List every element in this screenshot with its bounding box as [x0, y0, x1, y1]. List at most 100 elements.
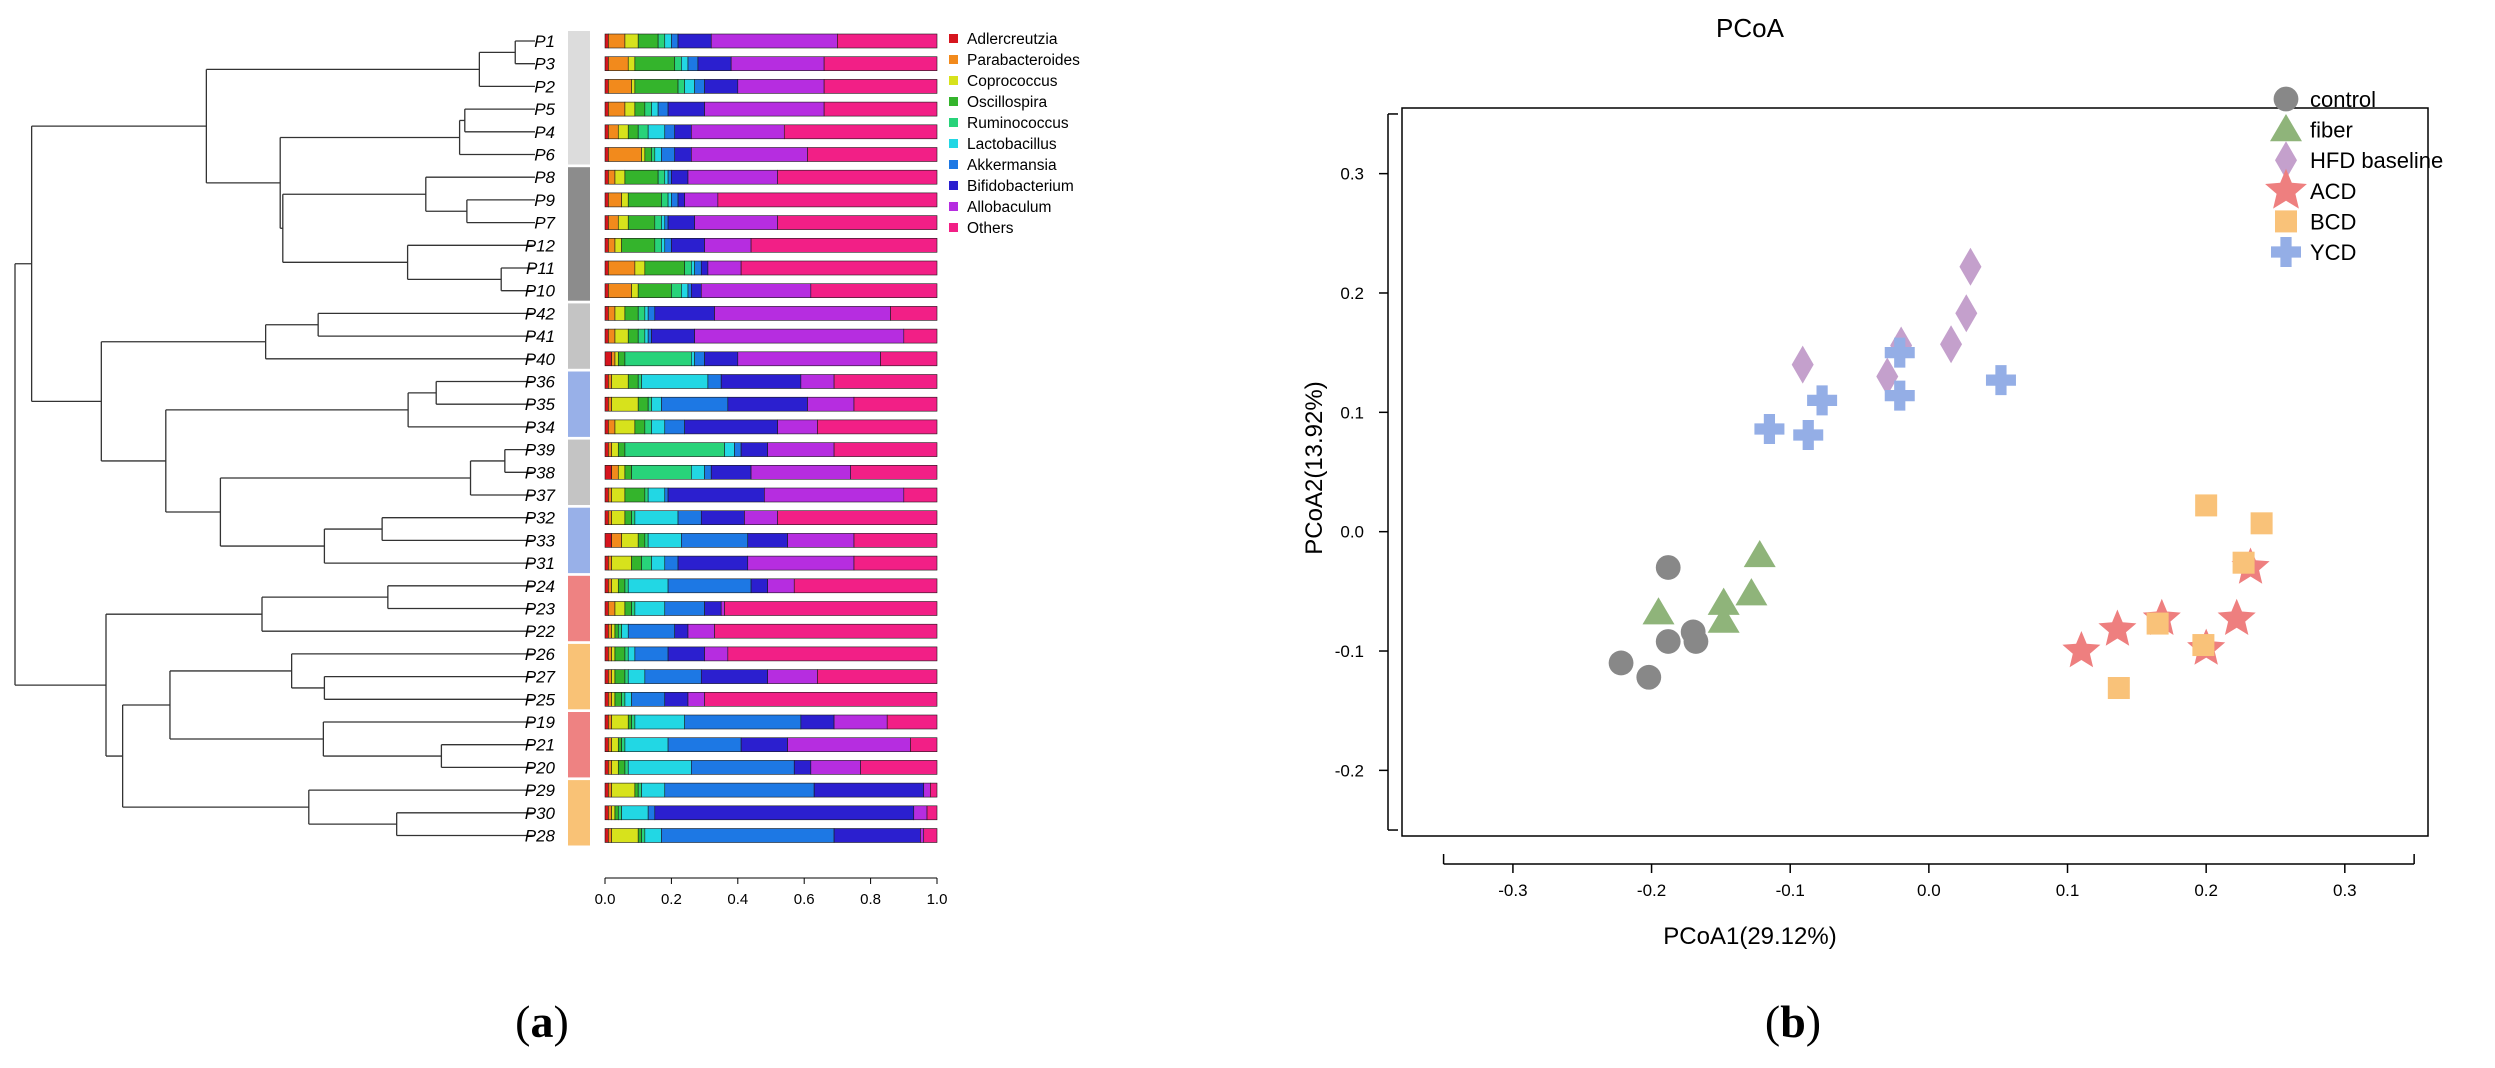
x-axis-tick-label: 0.3: [2333, 881, 2357, 900]
sample-label-p6: P6: [534, 146, 555, 165]
bar-segment-p11-lactobacillus: [691, 260, 695, 276]
bar-segment-p26-oscillospira: [614, 646, 626, 662]
panel-label-a: (a): [515, 996, 569, 1047]
bar-segment-p42-coprococcus: [614, 306, 626, 321]
bar-segment-p4-oscillospira: [627, 124, 639, 140]
bar-segment-p6-others: [807, 147, 938, 162]
bar-segment-p8-bifidobacterium: [671, 169, 689, 185]
legend-swatch-others: [949, 223, 958, 232]
bar-segment-p30-lactobacillus: [621, 805, 649, 821]
bar-segment-p24-ruminococcus: [624, 578, 629, 594]
bar-segment-p33-akkermansia: [681, 533, 749, 548]
bar-segment-p7-oscillospira: [627, 215, 656, 230]
point-ycd: [1985, 365, 2016, 396]
bar-segment-p7-lactobacillus: [661, 215, 666, 230]
legend-marker-bcd: [2275, 210, 2297, 233]
bar-segment-p24-parabacteroides: [608, 578, 612, 594]
bar-segment-p36-allobaculum: [800, 374, 835, 389]
bar-segment-p3-lactobacillus: [681, 56, 689, 72]
point-acd: [2062, 631, 2101, 668]
group-strip: [568, 712, 590, 778]
legend-label-bcd: BCD: [2310, 209, 2356, 234]
bar-segment-p34-oscillospira: [634, 419, 646, 435]
legend-label-others: Others: [967, 220, 1014, 237]
bar-segment-p42-bifidobacterium: [654, 306, 715, 321]
bar-segment-p9-coprococcus: [621, 192, 629, 208]
bar-segment-p24-akkermansia: [667, 578, 752, 594]
bar-segment-p23-oscillospira: [624, 601, 632, 616]
bar-segment-p20-akkermansia: [691, 760, 795, 775]
bar-segment-p21-oscillospira: [617, 737, 622, 753]
bar-segment-p8-akkermansia: [667, 169, 672, 185]
bar-segment-p30-adlercreutzia: [604, 805, 609, 821]
bar-segment-p8-oscillospira: [624, 169, 659, 185]
point-bcd: [2107, 677, 2130, 700]
point-control: [1608, 650, 1634, 676]
bar-segment-p30-parabacteroides: [608, 805, 612, 821]
bar-segment-p30-bifidobacterium: [654, 805, 915, 821]
pcoa-axes: -0.2 -0.1 0.0 0.1 0.2 0.3 -0.3 -0.2 -0.1 0.0 0.1 0.…: [1335, 113, 2415, 900]
bar-segment-p7-bifidobacterium: [667, 215, 695, 230]
group-strip: [568, 371, 590, 437]
bar-segment-p31-bifidobacterium: [677, 555, 749, 571]
sample-label-p25: P25: [525, 690, 556, 709]
bar-segment-p21-akkermansia: [667, 737, 742, 753]
bar-segment-p4-akkermansia: [664, 124, 676, 140]
bar-segment-p2-adlercreutzia: [604, 79, 609, 94]
legend-label-coprococcus: Coprococcus: [967, 73, 1058, 90]
bar-segment-p21-adlercreutzia: [604, 737, 609, 753]
bar-segment-p1-adlercreutzia: [604, 33, 609, 49]
bar-segment-p25-akkermansia: [631, 691, 666, 707]
sample-label-p11: P11: [526, 259, 555, 278]
point-hfd-baseline: [1955, 294, 1978, 333]
bar-segment-p6-akkermansia: [661, 147, 676, 162]
bar-segment-p42-parabacteroides: [608, 306, 616, 321]
bar-segment-p19-adlercreutzia: [604, 714, 609, 730]
bar-segment-p31-allobaculum: [747, 555, 855, 571]
legend-label-fiber: fiber: [2310, 118, 2353, 143]
bar-segment-p7-others: [777, 215, 938, 230]
bar-segment-p30-coprococcus: [611, 805, 616, 821]
bar-segment-p35-allobaculum: [807, 396, 855, 412]
bar-segment-p34-ruminococcus: [644, 419, 652, 435]
bar-segment-p12-allobaculum: [704, 238, 752, 253]
bar-segment-p32-akkermansia: [677, 510, 702, 526]
bar-segment-p36-parabacteroides: [608, 374, 612, 389]
bar-segment-p8-others: [777, 169, 938, 185]
bar-segment-p38-lactobacillus: [691, 464, 705, 480]
bar-segment-p8-coprococcus: [614, 169, 626, 185]
sample-label-p2: P2: [534, 77, 555, 96]
bar-segment-p38-allobaculum: [750, 464, 851, 480]
bar-segment-p30-oscillospira: [614, 805, 619, 821]
legend-label-allobaculum: Allobaculum: [967, 199, 1051, 216]
bar-segment-p9-oscillospira: [627, 192, 662, 208]
bar-segment-p22-ruminococcus: [617, 623, 622, 639]
bar-segment-p21-coprococcus: [611, 737, 619, 753]
bar-segment-p6-lactobacillus: [654, 147, 662, 162]
bar-segment-p37-lactobacillus: [647, 487, 666, 503]
bar-segment-p21-allobaculum: [787, 737, 911, 753]
sample-label-p35: P35: [525, 395, 556, 414]
bar-segment-p8-ruminococcus: [657, 169, 666, 185]
bar-segment-p9-ruminococcus: [661, 192, 669, 208]
sample-label-p30: P30: [525, 804, 556, 823]
group-strip: [568, 507, 590, 574]
bar-segment-p32-lactobacillus: [634, 510, 679, 526]
bar-segment-p3-adlercreutzia: [604, 56, 609, 72]
bar-segment-p5-lactobacillus: [651, 101, 659, 117]
bar-segment-p10-allobaculum: [700, 283, 812, 299]
bar-segment-p4-others: [783, 124, 938, 140]
bar-segment-p29-others: [930, 782, 938, 798]
point-hfd-baseline: [1959, 247, 1982, 286]
bar-segment-p28-allobaculum: [920, 828, 925, 843]
sample-label-p5: P5: [534, 100, 555, 119]
bar-segment-p35-bifidobacterium: [727, 396, 808, 412]
bar-segment-p20-allobaculum: [810, 760, 861, 775]
sample-label-p22: P22: [525, 622, 556, 641]
sample-label-p39: P39: [525, 441, 556, 460]
sample-label-p26: P26: [525, 645, 556, 664]
bar-segment-p26-ruminococcus: [624, 646, 629, 662]
bar-segment-p41-bifidobacterium: [651, 328, 695, 344]
bar-segment-p38-adlercreutzia: [604, 464, 612, 480]
